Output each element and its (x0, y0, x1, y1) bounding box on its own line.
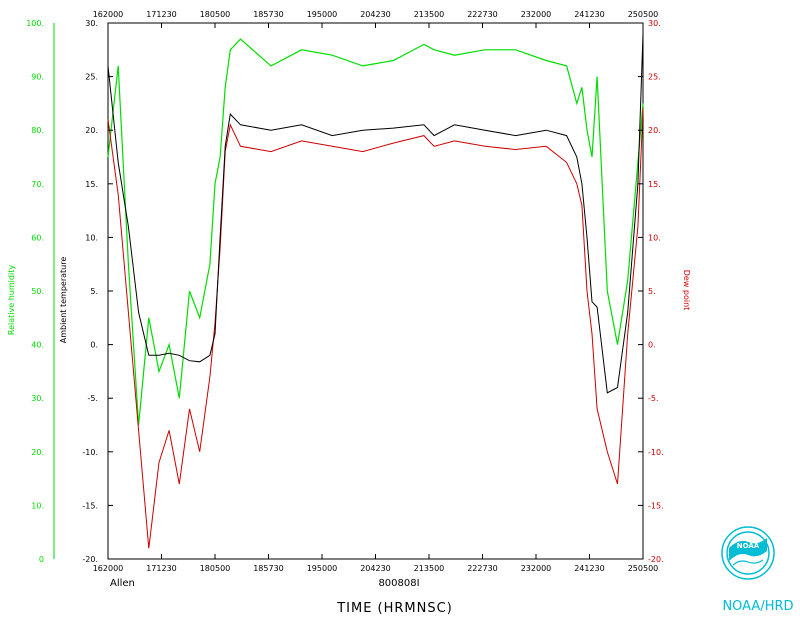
storm-name: Allen (110, 578, 135, 589)
series-line-ambient-temperature (107, 33, 644, 394)
y-tick-label-rh: 100. (26, 19, 44, 28)
y-tick-label-ambient: 25. (85, 73, 98, 82)
x-tick-label-bottom: 232000 (521, 564, 552, 573)
y-tick-label-dewpoint: -5. (648, 394, 659, 403)
x-tick-label-top: 195000 (307, 10, 338, 19)
x-tick-label-bottom: 171230 (146, 564, 177, 573)
x-axis-title: TIME (HRMNSC) (336, 601, 453, 616)
y-tick-label-rh: 70. (31, 180, 44, 189)
x-tick-label-top: 162000 (93, 10, 124, 19)
y-tick-label-rh: 20. (31, 448, 44, 457)
x-tick-label-top: 222730 (467, 10, 498, 19)
y-tick-label-rh: 30. (31, 394, 44, 403)
flight-id: 800808I (378, 578, 419, 589)
ticks-layer: 162000 171230 180500 185730 195000 204230 2135… (26, 10, 663, 573)
x-tick-label-bottom: 204230 (360, 564, 391, 573)
x-tick-label-top: 241230 (574, 10, 605, 19)
x-tick-label-bottom: 213500 (414, 564, 445, 573)
y-tick-label-ambient: 20. (85, 126, 98, 135)
plot-frame (107, 22, 644, 560)
x-tick-label-bottom: 195000 (307, 564, 338, 573)
y-tick-label-dewpoint: -20. (648, 555, 664, 564)
x-tick-label-bottom: 241230 (574, 564, 605, 573)
y-tick-label-dewpoint: 5. (648, 287, 656, 296)
y-tick-label-rh: 10. (31, 501, 44, 510)
y-tick-label-dewpoint: 0. (648, 341, 656, 350)
series-line-dew-point (107, 108, 644, 549)
y-tick-label-dewpoint: 15. (648, 180, 661, 189)
y-tick-label-ambient: 30. (85, 19, 98, 28)
x-tick-label-top: 232000 (521, 10, 552, 19)
brand-label: NOAA/HRD (722, 599, 793, 614)
x-tick-label-bottom: 250500 (628, 564, 659, 573)
y-tick-label-ambient: -10. (82, 448, 98, 457)
y-tick-label-ambient: 10. (85, 233, 98, 242)
y-tick-label-dewpoint: 10. (648, 233, 661, 242)
y-tick-label-rh: 50. (31, 287, 44, 296)
y-tick-label-dewpoint: 30. (648, 19, 661, 28)
x-tick-label-top: 204230 (360, 10, 391, 19)
series-line-relative-humidity (107, 38, 644, 426)
y-tick-label-ambient: 15. (85, 180, 98, 189)
logo-lettering: NOAA (737, 542, 760, 550)
y-tick-label-ambient: 5. (90, 287, 98, 296)
y-tick-label-ambient: -20. (82, 555, 98, 564)
y-tick-label-ambient: -5. (87, 394, 98, 403)
y-tick-label-rh: 40. (31, 341, 44, 350)
y-tick-label-dewpoint: 20. (648, 126, 661, 135)
y-tick-label-rh: 80. (31, 126, 44, 135)
y-tick-label-ambient: -15. (82, 501, 98, 510)
y-axis-title-ambient: Ambient temperature (59, 257, 68, 344)
y-tick-label-rh: 60. (31, 233, 44, 242)
y-tick-label-dewpoint: 25. (648, 73, 661, 82)
x-tick-label-top: 185730 (253, 10, 284, 19)
x-tick-label-bottom: 185730 (253, 564, 284, 573)
x-tick-label-top: 171230 (146, 10, 177, 19)
x-tick-label-bottom: 180500 (200, 564, 231, 573)
y-axis-title-dewpoint: Dew point (682, 270, 691, 311)
x-tick-label-top: 250500 (628, 10, 659, 19)
x-tick-label-top: 213500 (414, 10, 445, 19)
y-tick-label-dewpoint: -15. (648, 501, 664, 510)
x-tick-label-bottom: 222730 (467, 564, 498, 573)
noaa-logo: NOAA (721, 526, 775, 580)
x-tick-label-top: 180500 (200, 10, 231, 19)
y-axis-title-rh: Relative humidity (7, 265, 16, 335)
y-tick-label-ambient: 0. (90, 341, 98, 350)
y-tick-label-rh: 0 (39, 555, 44, 564)
y-tick-label-rh: 90. (31, 73, 44, 82)
series-layer (107, 33, 644, 549)
y-tick-label-dewpoint: -10. (648, 448, 664, 457)
x-tick-label-bottom: 162000 (93, 564, 124, 573)
